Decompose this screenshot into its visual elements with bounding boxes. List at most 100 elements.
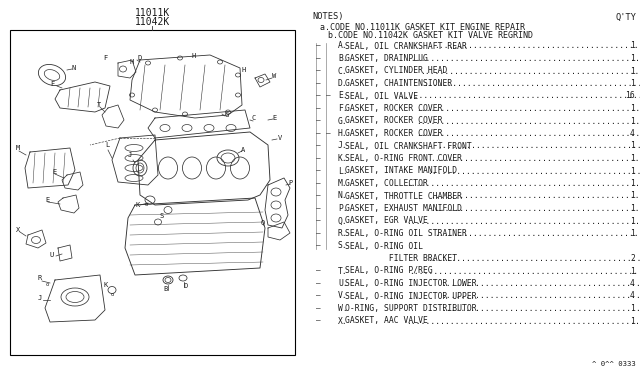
Text: 1: 1 <box>630 304 635 313</box>
Text: J: J <box>38 295 42 301</box>
Text: D: D <box>184 283 188 289</box>
Text: —: — <box>316 192 321 201</box>
Text: —: — <box>316 92 321 100</box>
Text: SEAL, O-RING FRONT COVER: SEAL, O-RING FRONT COVER <box>345 154 462 163</box>
Text: ............................................................................: ........................................… <box>431 192 640 201</box>
Text: ................................................................................: ........................................… <box>406 54 640 63</box>
Text: E: E <box>45 197 49 203</box>
Text: ........................................................................: ........................................… <box>441 292 640 301</box>
Text: T.: T. <box>338 266 348 276</box>
Text: GASKET, ROCKER COVER: GASKET, ROCKER COVER <box>345 129 442 138</box>
Text: 1: 1 <box>630 54 635 63</box>
Text: 1: 1 <box>630 317 635 326</box>
Text: —: — <box>316 129 321 138</box>
Text: SEAL, O-RING P/REG: SEAL, O-RING P/REG <box>345 266 433 276</box>
Text: SEAL, O-RING INJECTOR LOWER: SEAL, O-RING INJECTOR LOWER <box>345 279 477 288</box>
Text: NOTES): NOTES) <box>312 13 344 22</box>
Text: G: G <box>225 112 229 118</box>
Text: a.CODE NO.11011K GASKET KIT ENGINE REPAIR: a.CODE NO.11011K GASKET KIT ENGINE REPAI… <box>320 22 525 32</box>
Text: —: — <box>316 42 321 51</box>
Text: Q'TY: Q'TY <box>615 13 636 22</box>
Text: GASKET, ROCKER COVER: GASKET, ROCKER COVER <box>345 104 442 113</box>
Text: —: — <box>316 67 321 76</box>
Text: ..............................................................................: ........................................… <box>427 167 640 176</box>
Text: 1: 1 <box>630 79 635 88</box>
Text: 4: 4 <box>630 292 635 301</box>
Text: P.: P. <box>338 204 348 213</box>
Text: GASKET, ROCKER COVER: GASKET, ROCKER COVER <box>345 116 442 125</box>
Text: GASKET, THROTTLE CHAMBER: GASKET, THROTTLE CHAMBER <box>345 192 462 201</box>
Text: S.: S. <box>338 241 348 250</box>
Text: —: — <box>316 204 321 213</box>
Text: —: — <box>316 229 321 238</box>
Text: 1: 1 <box>630 167 635 176</box>
Text: X: X <box>16 227 20 233</box>
Text: B: B <box>164 286 168 292</box>
Text: E.: E. <box>338 92 348 100</box>
Text: 1: 1 <box>630 67 635 76</box>
Text: 16: 16 <box>625 92 635 100</box>
Text: H: H <box>192 53 196 59</box>
Text: N: N <box>72 65 76 71</box>
Text: K: K <box>136 202 140 208</box>
Text: 1: 1 <box>630 217 635 225</box>
Text: F: F <box>50 81 54 87</box>
Text: SEAL, OIL CRANKSHAFT REAR: SEAL, OIL CRANKSHAFT REAR <box>345 42 467 51</box>
Text: 1: 1 <box>630 116 635 125</box>
Text: M: M <box>16 145 20 151</box>
Text: E: E <box>272 115 276 121</box>
Text: ................................................................................: ........................................… <box>417 129 640 138</box>
Text: GASKET, COLLECTOR: GASKET, COLLECTOR <box>345 179 428 188</box>
Text: 1: 1 <box>630 42 635 51</box>
Text: K.: K. <box>338 154 348 163</box>
Text: O-RING, SUPPORT DISTRIBUTOR: O-RING, SUPPORT DISTRIBUTOR <box>345 304 477 313</box>
Text: ................................................................................: ........................................… <box>410 266 640 276</box>
Text: —: — <box>326 92 331 100</box>
Text: ................................................................................: ........................................… <box>417 104 640 113</box>
Text: 1: 1 <box>630 229 635 238</box>
Text: ................................................................................: ........................................… <box>417 116 640 125</box>
Text: 4: 4 <box>630 279 635 288</box>
Text: FILTER BRACKET: FILTER BRACKET <box>345 254 457 263</box>
Text: —: — <box>326 129 331 138</box>
Text: D.: D. <box>338 79 348 88</box>
Text: 1: 1 <box>630 179 635 188</box>
Text: 11042K: 11042K <box>134 17 170 27</box>
Text: K: K <box>104 282 108 288</box>
Text: W: W <box>272 73 276 79</box>
Text: —: — <box>316 279 321 288</box>
Text: Q: Q <box>261 219 265 225</box>
Text: 1: 1 <box>630 204 635 213</box>
Text: C.: C. <box>338 67 348 76</box>
Text: GASKET, DRAINPLUG: GASKET, DRAINPLUG <box>345 54 428 63</box>
Text: SEAL, OIL VALVE: SEAL, OIL VALVE <box>345 92 418 100</box>
Text: L.: L. <box>338 167 348 176</box>
Text: E: E <box>52 169 56 175</box>
Text: —: — <box>316 179 321 188</box>
Text: GASKET, AAC VALVE: GASKET, AAC VALVE <box>345 317 428 326</box>
Text: GASKET, EGR VALVE: GASKET, EGR VALVE <box>345 217 428 225</box>
Text: C: C <box>252 115 256 121</box>
Text: H.: H. <box>338 129 348 138</box>
Text: 1: 1 <box>630 104 635 113</box>
Text: L: L <box>105 142 109 148</box>
Text: ............................................................................: ........................................… <box>431 154 640 163</box>
Text: ........................................................................: ........................................… <box>441 279 640 288</box>
Text: M.: M. <box>338 179 348 188</box>
Text: SEAL, O-RING OIL: SEAL, O-RING OIL <box>345 241 423 250</box>
Text: G.: G. <box>338 116 348 125</box>
Text: 4: 4 <box>630 129 635 138</box>
Text: J: J <box>128 152 132 158</box>
Text: ................................................................................: ........................................… <box>420 67 640 76</box>
Text: —: — <box>316 116 321 125</box>
Text: GASKET, INTAKE MANIFOLD: GASKET, INTAKE MANIFOLD <box>345 167 457 176</box>
Text: —: — <box>316 167 321 176</box>
Text: —: — <box>316 54 321 63</box>
Text: X.: X. <box>338 317 348 326</box>
Text: o: o <box>145 202 148 208</box>
Text: 11011K: 11011K <box>134 8 170 18</box>
Text: —: — <box>316 241 321 250</box>
Text: J.: J. <box>338 141 348 151</box>
Text: GASKET, CHAINTENSIONER: GASKET, CHAINTENSIONER <box>345 79 452 88</box>
Text: 2: 2 <box>630 254 635 263</box>
